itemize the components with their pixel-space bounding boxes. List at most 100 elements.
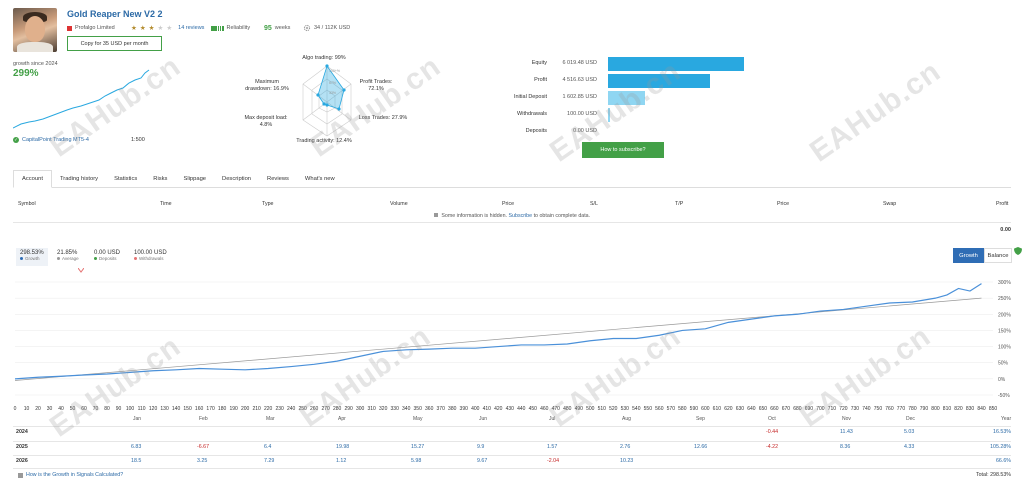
column-header: Profit — [996, 201, 1009, 207]
summary-chip[interactable]: 0.00 USD Deposits — [90, 248, 124, 266]
month-value: 8.36 — [840, 444, 851, 450]
stat-bar — [608, 91, 645, 105]
summary-chip[interactable]: 21.85% Average — [53, 248, 83, 266]
subscribe-link[interactable]: Subscribe — [508, 213, 533, 219]
legend-dot-icon — [134, 257, 137, 260]
x-tick-label: 790 — [920, 406, 929, 412]
radar-tick: 100+% — [329, 69, 340, 73]
x-tick-label: 840 — [977, 406, 986, 412]
x-tick-label: 550 — [644, 406, 653, 412]
x-tick-label: 380 — [448, 406, 457, 412]
legend-dot-icon — [94, 257, 97, 260]
y-tick-label: 300% — [998, 280, 1011, 286]
x-tick-label: 120 — [149, 406, 158, 412]
x-tick-label: 130 — [160, 406, 169, 412]
x-tick-label: 580 — [678, 406, 687, 412]
month-header: Oct — [768, 416, 776, 422]
stat-label: Profit — [534, 77, 547, 83]
x-tick-label: 770 — [897, 406, 906, 412]
month-header: Jul — [549, 416, 556, 422]
summary-value: 21.85% — [57, 250, 78, 256]
star-half-icon: ★ — [148, 25, 155, 32]
balance-toggle[interactable]: Balance — [984, 248, 1012, 263]
x-tick-label: 810 — [943, 406, 952, 412]
tab-trading-history[interactable]: Trading history — [59, 176, 99, 182]
x-tick-label: 500 — [586, 406, 595, 412]
x-tick-label: 480 — [563, 406, 572, 412]
tab-risks[interactable]: Risks — [153, 176, 168, 182]
month-value: 5.98 — [411, 458, 422, 464]
summary-chip[interactable]: 298.53% Growth — [16, 248, 48, 266]
x-tick-label: 300 — [356, 406, 365, 412]
reviews-link[interactable]: 14 reviews — [178, 25, 205, 31]
x-tick-label: 680 — [793, 406, 802, 412]
tab-account[interactable]: Account — [13, 170, 52, 188]
radar-drawdown-label: Maximum drawdown: 16.9% — [245, 79, 289, 92]
x-tick-label: 350 — [414, 406, 423, 412]
tab-description[interactable]: Description — [222, 176, 252, 182]
x-tick-label: 360 — [425, 406, 434, 412]
author-avatar[interactable] — [13, 8, 57, 52]
stat-label: Initial Deposit — [513, 94, 547, 100]
month-value: 9.67 — [477, 458, 488, 464]
x-tick-label: 220 — [264, 406, 273, 412]
year-total: 16.53% — [993, 429, 1011, 435]
x-tick-label: 60 — [81, 406, 87, 412]
column-header: Symbol — [18, 201, 36, 207]
column-header: T/P — [675, 201, 684, 207]
month-header: Jun — [479, 416, 488, 422]
month-header: Mar — [266, 416, 275, 422]
legend-dot-icon — [57, 257, 60, 260]
lock-icon — [433, 213, 438, 217]
month-value: 1.12 — [336, 458, 347, 464]
gear-icon — [303, 24, 311, 32]
month-value: 15.27 — [411, 444, 425, 450]
tab-what-s-new[interactable]: What's new — [304, 176, 335, 182]
x-tick-label: 630 — [736, 406, 745, 412]
month-value: 7.29 — [264, 458, 275, 464]
radar-tick: 67% — [329, 81, 336, 85]
x-tick-label: 540 — [632, 406, 641, 412]
month-header: Aug — [622, 416, 631, 422]
signal-title[interactable]: Gold Reaper New V2 2 — [67, 9, 163, 19]
copy-button[interactable]: Copy for 35 USD per month — [67, 36, 162, 51]
stat-value: 1 602.85 USD — [562, 94, 597, 100]
stat-value: 100.00 USD — [567, 111, 597, 117]
x-tick-label: 560 — [655, 406, 664, 412]
growth-chart: 300% 250% 200% 150% 100% 50% 0% -50% 0 10 20 30 40 50… — [14, 280, 1012, 412]
growth-toggle[interactable]: Growth — [953, 248, 984, 263]
stat-label: Deposits — [525, 128, 547, 134]
x-tick-label: 610 — [713, 406, 722, 412]
y-tick-label: 200% — [998, 312, 1011, 318]
company-link[interactable]: Profalgo Limited — [67, 24, 115, 32]
x-tick-label: 400 — [471, 406, 480, 412]
column-header: Type — [262, 201, 274, 207]
growth-calc-link[interactable]: How is the Growth in Signals Calculated? — [18, 472, 123, 478]
broker-link[interactable]: ✓ CapitalPoint Trading MT5-4 — [13, 137, 89, 143]
y-tick-label: 100% — [998, 345, 1011, 351]
x-tick-label: 700 — [816, 406, 825, 412]
x-tick-label: 270 — [321, 406, 330, 412]
month-value: 11.43 — [840, 429, 853, 435]
x-tick-label: 340 — [402, 406, 411, 412]
column-header: S/L — [590, 201, 598, 207]
star-empty-icon: ★ — [157, 25, 164, 32]
tab-statistics[interactable]: Statistics — [114, 176, 138, 182]
star-icon: ★ — [131, 25, 137, 32]
x-tick-label: 370 — [437, 406, 446, 412]
tab-slippage[interactable]: Slippage — [183, 176, 207, 182]
summary-chip[interactable]: 100.00 USD Withdrawals — [130, 248, 171, 266]
x-tick-label: 640 — [747, 406, 756, 412]
x-tick-label: 110 — [138, 406, 146, 412]
x-tick-label: 660 — [770, 406, 779, 412]
tab-reviews[interactable]: Reviews — [267, 176, 289, 182]
x-tick-label: 70 — [93, 406, 99, 412]
how-to-subscribe-button[interactable]: How to subscribe? — [582, 142, 664, 158]
year-total: 66.6% — [995, 458, 1011, 464]
x-tick-label: 780 — [908, 406, 917, 412]
growth-line — [14, 283, 982, 380]
month-header: Apr — [338, 416, 346, 422]
column-header: Swap — [883, 201, 897, 207]
reliability-bars-icon — [211, 25, 224, 31]
rating-stars[interactable]: ★ ★ ★ ★ ★ 14 reviews — [131, 24, 204, 32]
